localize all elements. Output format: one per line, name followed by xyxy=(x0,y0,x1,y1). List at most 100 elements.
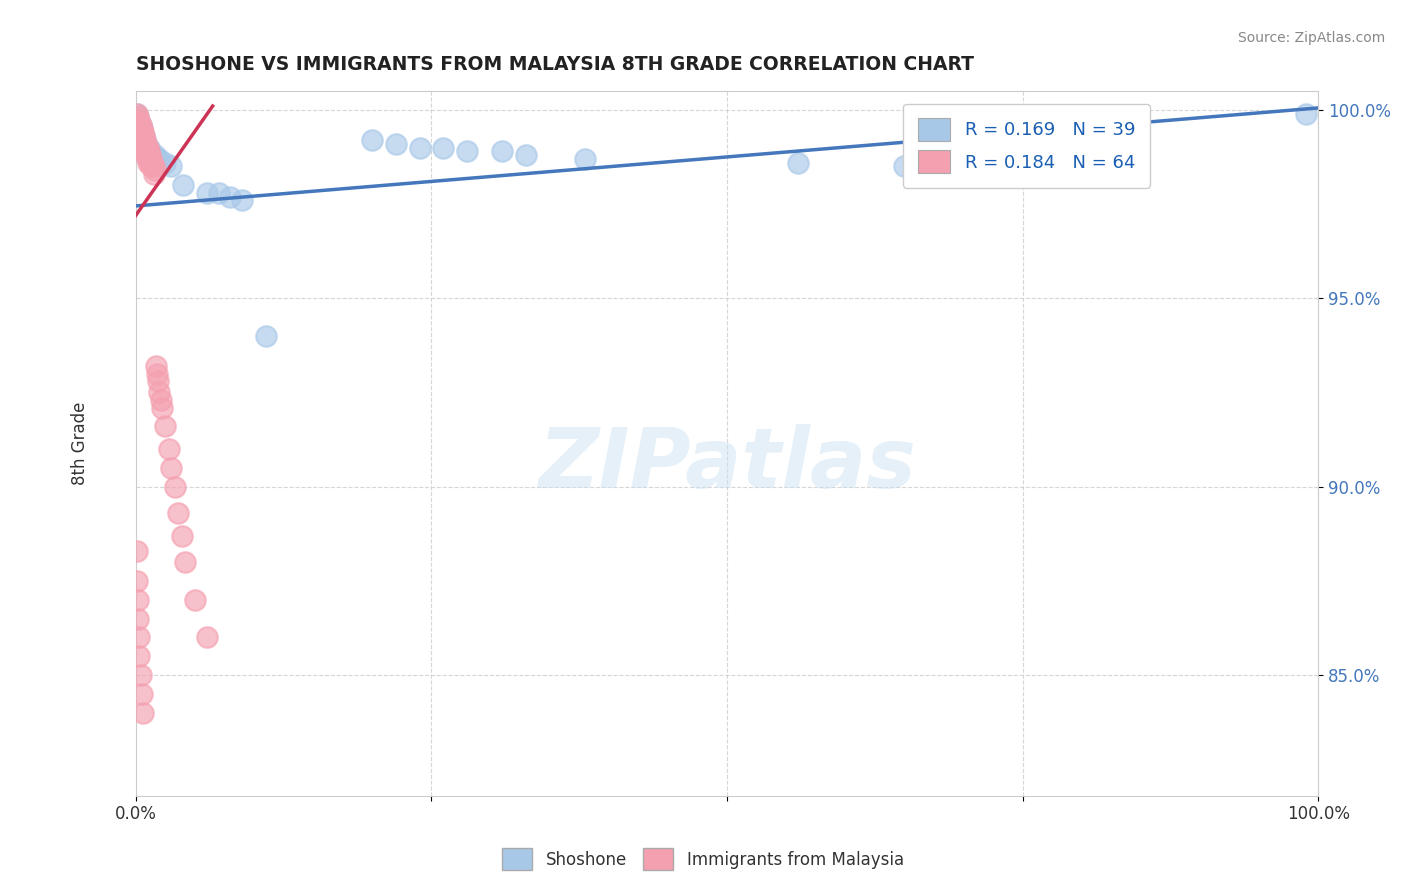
Point xyxy=(131,125,153,139)
Point xyxy=(125,114,148,128)
Point xyxy=(491,145,513,159)
Point xyxy=(129,133,152,147)
Point xyxy=(172,178,194,193)
Point xyxy=(132,136,155,151)
Point xyxy=(134,140,156,154)
Text: SHOSHONE VS IMMIGRANTS FROM MALAYSIA 8TH GRADE CORRELATION CHART: SHOSHONE VS IMMIGRANTS FROM MALAYSIA 8TH… xyxy=(136,55,974,74)
Point xyxy=(125,106,148,120)
Point xyxy=(148,385,170,400)
Point xyxy=(155,419,177,434)
Point xyxy=(131,121,153,136)
Y-axis label: 8th Grade: 8th Grade xyxy=(72,401,89,485)
Point xyxy=(456,145,478,159)
Point xyxy=(184,592,207,607)
Point xyxy=(361,133,384,147)
Text: Source: ZipAtlas.com: Source: ZipAtlas.com xyxy=(1237,31,1385,45)
Point xyxy=(231,194,253,208)
Point xyxy=(142,167,165,181)
Point xyxy=(127,118,149,132)
Point xyxy=(219,189,242,203)
Point xyxy=(125,543,148,558)
Legend: Shoshone, Immigrants from Malaysia: Shoshone, Immigrants from Malaysia xyxy=(495,842,911,877)
Point xyxy=(385,136,408,151)
Point xyxy=(148,374,170,388)
Point xyxy=(131,129,153,144)
Point xyxy=(128,114,150,128)
Point xyxy=(141,152,163,166)
Point xyxy=(132,133,155,147)
Text: ZIPatlas: ZIPatlas xyxy=(538,424,915,505)
Point xyxy=(155,155,177,169)
Point xyxy=(136,155,159,169)
Point xyxy=(132,145,155,159)
Point xyxy=(125,118,148,132)
Point xyxy=(127,592,149,607)
Point xyxy=(139,155,162,169)
Point xyxy=(134,133,156,147)
Point xyxy=(125,574,148,588)
Point xyxy=(207,186,229,200)
Point xyxy=(131,121,153,136)
Point xyxy=(129,118,152,132)
Point xyxy=(131,136,153,151)
Point xyxy=(132,706,155,720)
Point xyxy=(160,461,183,475)
Point xyxy=(132,129,155,144)
Point xyxy=(135,136,157,151)
Point xyxy=(1295,106,1317,120)
Point xyxy=(141,155,163,169)
Point xyxy=(129,118,152,132)
Point xyxy=(136,148,159,162)
Point xyxy=(127,612,149,626)
Point xyxy=(143,163,166,178)
Point xyxy=(138,152,160,166)
Point xyxy=(132,140,155,154)
Point xyxy=(128,649,150,664)
Point xyxy=(148,152,170,166)
Point xyxy=(127,111,149,125)
Point xyxy=(145,359,167,373)
Point xyxy=(128,118,150,132)
Point xyxy=(136,140,159,154)
Point xyxy=(132,125,155,139)
Point xyxy=(135,145,157,159)
Point xyxy=(128,121,150,136)
Point xyxy=(135,136,157,151)
Point xyxy=(142,159,165,173)
Point xyxy=(131,687,153,701)
Point xyxy=(127,114,149,128)
Point xyxy=(132,129,155,144)
Point xyxy=(127,111,149,125)
Point xyxy=(408,140,430,154)
Point xyxy=(139,148,162,162)
Point xyxy=(128,129,150,144)
Legend: R = 0.169   N = 39, R = 0.184   N = 64: R = 0.169 N = 39, R = 0.184 N = 64 xyxy=(903,103,1150,188)
Point xyxy=(150,401,173,415)
Point xyxy=(515,148,537,162)
Point xyxy=(160,159,183,173)
Point xyxy=(127,125,149,139)
Point xyxy=(125,106,148,120)
Point xyxy=(254,329,277,343)
Point xyxy=(163,480,186,494)
Point xyxy=(138,145,160,159)
Point xyxy=(134,133,156,147)
Point xyxy=(128,114,150,128)
Point xyxy=(149,392,172,407)
Point xyxy=(139,145,162,159)
Point xyxy=(128,631,150,645)
Point xyxy=(136,140,159,154)
Point xyxy=(146,152,169,166)
Point xyxy=(127,133,149,147)
Point xyxy=(146,367,169,381)
Point xyxy=(134,148,156,162)
Point xyxy=(157,442,180,456)
Point xyxy=(195,186,218,200)
Point xyxy=(138,140,160,154)
Point xyxy=(167,506,190,520)
Point xyxy=(195,631,218,645)
Point xyxy=(574,152,596,166)
Point xyxy=(141,148,163,162)
Point xyxy=(132,129,155,144)
Point xyxy=(143,148,166,162)
